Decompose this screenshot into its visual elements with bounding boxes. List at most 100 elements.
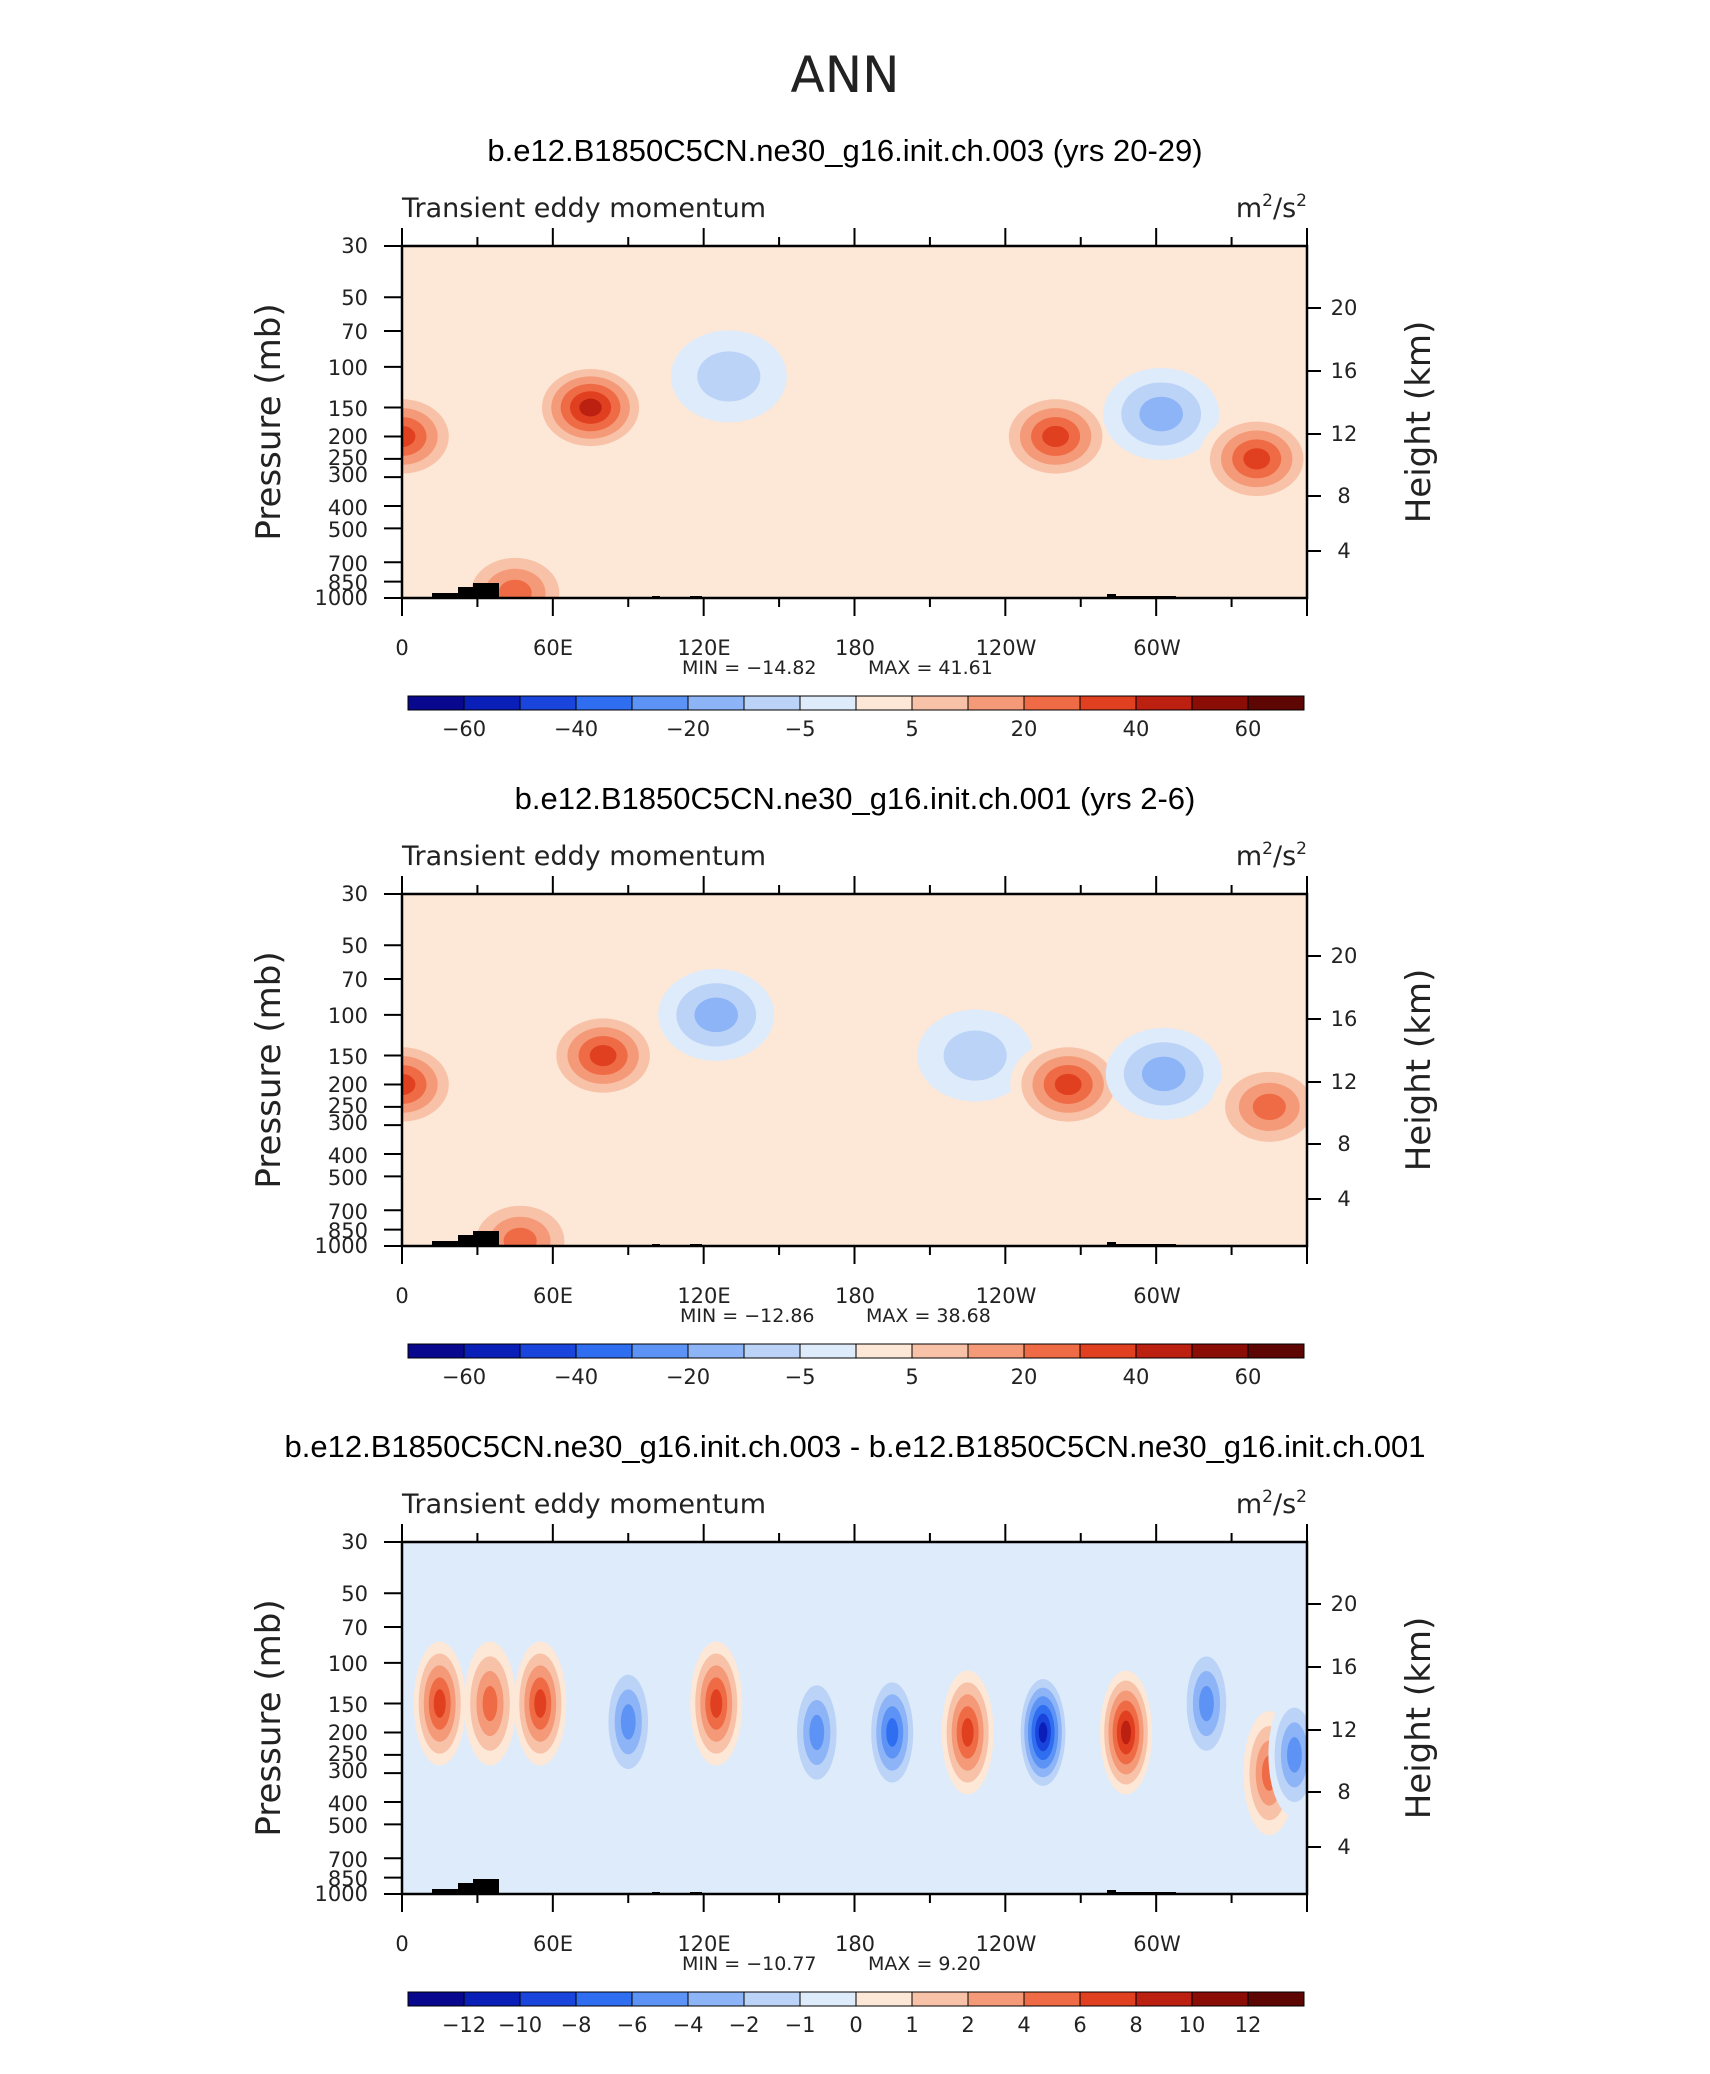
height-tick-label: 20 bbox=[1331, 944, 1358, 968]
y-axis-label: Pressure (mb) bbox=[249, 303, 289, 540]
height-tick-label: 16 bbox=[1331, 359, 1358, 383]
field-feature bbox=[941, 1670, 994, 1795]
colorbar-box bbox=[967, 1343, 1025, 1359]
y-tick-label: 500 bbox=[328, 1814, 368, 1838]
max-label: MAX = 41.61 bbox=[868, 657, 993, 679]
y-tick-label: 150 bbox=[328, 397, 368, 421]
y-tick-label: 70 bbox=[341, 968, 368, 992]
x-tick-label: 60W bbox=[1133, 1284, 1181, 1308]
contour-level bbox=[710, 1689, 723, 1718]
y-tick-label: 400 bbox=[328, 496, 368, 520]
x-tick-label: 120E bbox=[677, 1932, 730, 1956]
max-label: MAX = 9.20 bbox=[868, 1953, 981, 1975]
x-tick-label: 120E bbox=[677, 1284, 730, 1308]
units-label: m2/s2 bbox=[1236, 1487, 1307, 1520]
height-tick-label: 8 bbox=[1337, 1132, 1350, 1156]
tick-marks bbox=[384, 228, 1321, 616]
contour-level bbox=[1141, 1056, 1186, 1092]
x-tick-label: 60E bbox=[533, 1284, 573, 1308]
colorbar-label: 5 bbox=[905, 717, 918, 741]
x-tick-label: 180 bbox=[835, 1932, 875, 1956]
colorbar-label: 60 bbox=[1235, 717, 1262, 741]
tick-marks bbox=[384, 1524, 1321, 1912]
field-feature bbox=[1198, 412, 1307, 505]
y-tick-label: 500 bbox=[328, 518, 368, 542]
x-tick-label: 120W bbox=[976, 636, 1037, 660]
height-tick-label: 16 bbox=[1331, 1007, 1358, 1031]
x-tick-labels: 0 60E 120E 180 120W 60W bbox=[395, 1284, 1181, 1308]
height-tick-label: 16 bbox=[1331, 1655, 1358, 1679]
x-tick-label: 120E bbox=[677, 636, 730, 660]
y-tick-label: 30 bbox=[341, 234, 368, 258]
field-feature bbox=[1268, 1692, 1307, 1817]
y-tick-label: 30 bbox=[341, 1530, 368, 1554]
y-tick-label: 250 bbox=[328, 1094, 368, 1118]
colorbar-box bbox=[631, 1343, 689, 1359]
x-tick-label: 60E bbox=[533, 1932, 573, 1956]
min-label: MIN = −14.82 bbox=[682, 657, 817, 679]
colorbar-box bbox=[1247, 695, 1305, 711]
colorbar-labels: −12 −10 −8 −6 −4 −2 −1 0 1 2 4 6 8 10 12 bbox=[442, 2013, 1262, 2037]
colorbar-box bbox=[799, 1991, 857, 2007]
colorbar-box bbox=[407, 1991, 465, 2007]
x-tick-labels: 0 60E 120E 180 120W 60W bbox=[395, 636, 1181, 660]
field-feature bbox=[997, 390, 1114, 483]
contour-level bbox=[534, 1689, 547, 1718]
field-feature bbox=[866, 1670, 919, 1795]
panel-2: b.e12.B1850C5CN.ne30_g16.init.ch.001 (yr… bbox=[249, 781, 1439, 1389]
contour-level bbox=[503, 1227, 537, 1246]
colorbar-label: −12 bbox=[442, 2013, 486, 2037]
colorbar-box bbox=[687, 695, 745, 711]
y-tick-label: 1000 bbox=[315, 1234, 368, 1258]
colorbar-label: 40 bbox=[1123, 1365, 1150, 1389]
contour-level bbox=[1243, 448, 1271, 470]
height-tick-label: 20 bbox=[1331, 1592, 1358, 1616]
y-tick-label: 150 bbox=[328, 1045, 368, 1069]
colorbar-box bbox=[519, 1991, 577, 2007]
colorbar-label: 40 bbox=[1123, 717, 1150, 741]
y-tick-label: 400 bbox=[328, 1144, 368, 1168]
y-tick-labels-right: 20 16 12 8 4 bbox=[1331, 296, 1358, 563]
colorbar-box bbox=[1191, 695, 1249, 711]
y-tick-label: 200 bbox=[328, 425, 368, 449]
y-tick-label: 30 bbox=[341, 882, 368, 906]
colorbar-box bbox=[799, 695, 857, 711]
colorbar-box bbox=[1079, 1991, 1137, 2007]
colorbar-box bbox=[1079, 1343, 1137, 1359]
colorbar-box bbox=[1247, 1991, 1305, 2007]
height-tick-label: 8 bbox=[1337, 484, 1350, 508]
x-tick-label: 60E bbox=[533, 636, 573, 660]
colorbar bbox=[407, 1343, 1305, 1359]
contour-level bbox=[402, 425, 416, 448]
colorbar-label: 6 bbox=[1073, 2013, 1086, 2037]
contour-level bbox=[1287, 1737, 1302, 1773]
colorbar-box bbox=[1079, 695, 1137, 711]
y-tick-label: 50 bbox=[341, 286, 368, 310]
min-label: MIN = −12.86 bbox=[680, 1305, 815, 1327]
height-tick-label: 4 bbox=[1337, 539, 1350, 563]
colorbar-box bbox=[1247, 1343, 1305, 1359]
x-tick-label: 120W bbox=[976, 1932, 1037, 1956]
figure-suptitle: ANN bbox=[790, 46, 899, 104]
min-label: MIN = −10.77 bbox=[682, 1953, 817, 1975]
contour-level bbox=[589, 1044, 617, 1067]
y-tick-label: 850 bbox=[328, 571, 368, 595]
field-feature bbox=[670, 330, 787, 423]
colorbar-box bbox=[967, 1991, 1025, 2007]
contour-level bbox=[1199, 1685, 1214, 1722]
field-feature bbox=[514, 1641, 567, 1766]
colorbar-box bbox=[1023, 1343, 1081, 1359]
field-feature bbox=[1017, 1670, 1070, 1795]
colorbar-box bbox=[967, 695, 1025, 711]
y-tick-label: 100 bbox=[328, 1652, 368, 1676]
colorbar-box bbox=[1135, 1343, 1193, 1359]
colorbar-box bbox=[743, 1991, 801, 2007]
contour-level bbox=[694, 997, 739, 1033]
left-string: Transient eddy momentum bbox=[401, 193, 766, 224]
contour-level bbox=[433, 1689, 446, 1718]
x-tick-labels: 0 60E 120E 180 120W 60W bbox=[395, 1932, 1181, 1956]
y-tick-label: 50 bbox=[341, 1582, 368, 1606]
y-tick-label: 70 bbox=[341, 320, 368, 344]
contour-level bbox=[579, 398, 602, 417]
colorbar-box bbox=[463, 1343, 521, 1359]
